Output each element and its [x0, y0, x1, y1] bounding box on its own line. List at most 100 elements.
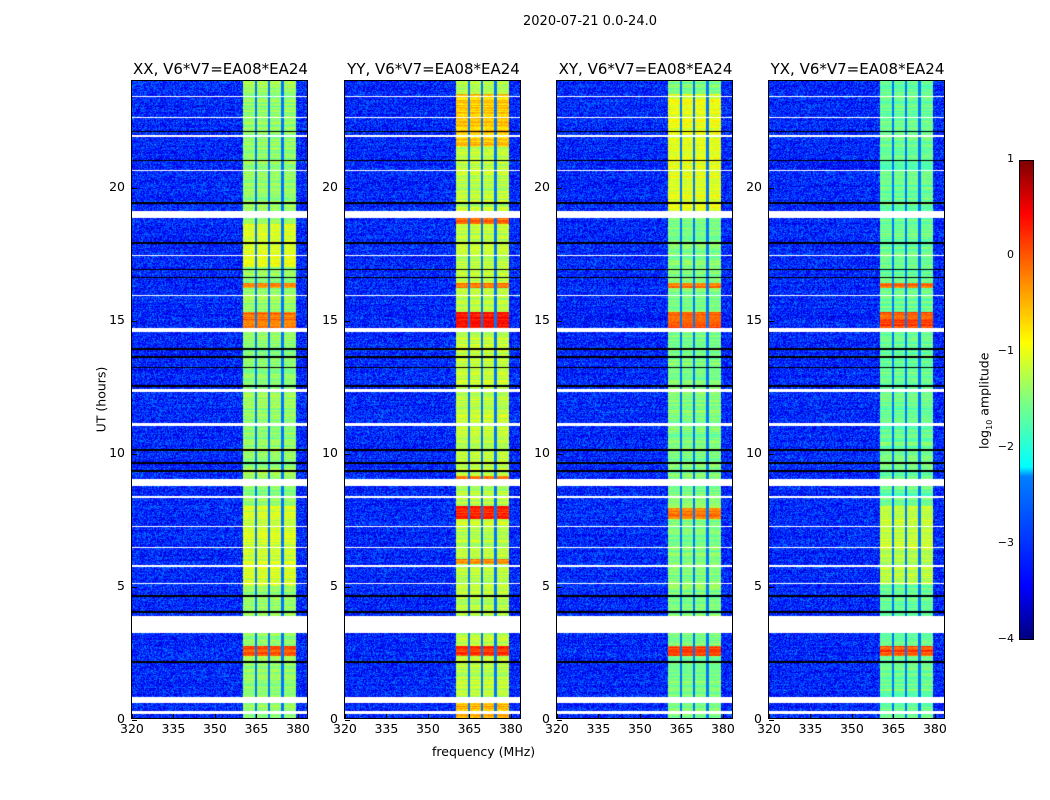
y-tick-label: 10	[746, 444, 762, 460]
y-tick-mark	[132, 720, 137, 721]
x-tick-mark	[297, 714, 299, 719]
x-tick-label: 350	[415, 721, 440, 736]
x-tick-mark	[469, 714, 471, 719]
y-tick-label: 5	[542, 577, 550, 593]
colorbar	[1019, 160, 1034, 640]
heatmap-image	[132, 81, 307, 718]
x-tick-mark	[769, 714, 770, 719]
y-tick-label: 15	[109, 311, 125, 327]
y-tick-mark	[769, 453, 774, 455]
x-tick-mark	[934, 714, 936, 719]
x-tick-label: 380	[922, 721, 947, 736]
x-tick-label: 335	[798, 721, 823, 736]
colorbar-tick-label: 0	[1007, 248, 1014, 261]
spectrogram-panel-3: XY, V6*V7=EA08*EA24 320 335 350 365 380 0 5 10 15…	[534, 60, 735, 736]
y-tick-label: 10	[534, 444, 550, 460]
x-tick-label: 380	[498, 721, 523, 736]
colorbar-tick-label: −2	[997, 440, 1014, 453]
x-tick-mark	[132, 714, 133, 719]
x-tick-label: 365	[244, 721, 269, 736]
y-tick-mark	[557, 187, 562, 189]
x-tick-mark	[639, 714, 641, 719]
y-tick-mark	[345, 453, 350, 455]
colorbar-tick-label: −1	[997, 344, 1014, 357]
panel-title: YX, V6*V7=EA08*EA24	[770, 60, 945, 78]
spectrogram-panel-4: YX, V6*V7=EA08*EA24 320 335 350 365 380 0 5 10 15…	[746, 60, 947, 736]
y-tick-label: 5	[754, 577, 762, 593]
colorbar-tick-label: 1	[1007, 152, 1014, 165]
colorbar-label: log10 amplitude	[976, 341, 994, 461]
y-tick-mark	[345, 320, 350, 322]
y-tick-mark	[557, 586, 562, 588]
x-tick-mark	[256, 714, 258, 719]
x-tick-mark	[810, 714, 812, 719]
y-tick-label: 5	[117, 577, 125, 593]
x-tick-label: 365	[457, 721, 482, 736]
panel-title: YY, V6*V7=EA08*EA24	[347, 60, 520, 78]
x-tick-label: 365	[881, 721, 906, 736]
y-tick-label: 5	[330, 577, 338, 593]
colorbar-tick-label: −3	[997, 536, 1014, 549]
y-tick-mark	[132, 453, 137, 455]
colorbar-label-log: log	[976, 429, 992, 449]
y-tick-mark	[557, 320, 562, 322]
y-tick-mark	[345, 187, 350, 189]
x-tick-label: 335	[161, 721, 186, 736]
y-tick-mark	[132, 586, 137, 588]
x-tick-mark	[851, 714, 853, 719]
x-tick-mark	[893, 714, 895, 719]
panel-title: XY, V6*V7=EA08*EA24	[558, 60, 733, 78]
x-tick-label: 320	[333, 721, 357, 736]
y-tick-mark	[769, 320, 774, 322]
y-tick-mark	[132, 320, 137, 322]
y-tick-label: 15	[534, 311, 550, 327]
y-tick-label: 20	[534, 178, 550, 194]
heatmap-image	[557, 81, 732, 718]
y-tick-mark	[345, 720, 350, 721]
spectrogram-panel-1: XX, V6*V7=EA08*EA24 320 335 350 365 380 0 5 10 15…	[109, 60, 310, 736]
x-tick-label: 365	[669, 721, 694, 736]
x-tick-label: 320	[545, 721, 569, 736]
y-tick-label: 20	[746, 178, 762, 194]
colorbar-tick-label: −4	[997, 632, 1014, 645]
y-tick-mark	[132, 187, 137, 189]
y-tick-label: 10	[322, 444, 338, 460]
y-tick-label: 15	[322, 311, 338, 327]
y-tick-label: 10	[109, 444, 125, 460]
x-tick-mark	[557, 714, 558, 719]
x-tick-label: 380	[285, 721, 310, 736]
x-tick-mark	[681, 714, 683, 719]
x-axis-label: frequency (MHz)	[432, 744, 536, 759]
x-tick-label: 320	[757, 721, 781, 736]
x-tick-label: 335	[374, 721, 399, 736]
y-tick-label: 0	[330, 711, 338, 726]
panel-title: XX, V6*V7=EA08*EA24	[133, 60, 308, 78]
x-tick-label: 335	[586, 721, 611, 736]
y-tick-mark	[557, 453, 562, 455]
y-tick-label: 15	[746, 311, 762, 327]
heatmap-image	[345, 81, 520, 718]
y-tick-mark	[557, 720, 562, 721]
x-tick-label: 320	[120, 721, 144, 736]
y-tick-mark	[769, 586, 774, 588]
x-tick-mark	[598, 714, 600, 719]
x-tick-label: 350	[202, 721, 227, 736]
x-tick-mark	[386, 714, 388, 719]
x-tick-label: 350	[627, 721, 652, 736]
colorbar-label-sub: 10	[984, 419, 994, 430]
y-tick-label: 0	[754, 711, 762, 726]
x-tick-mark	[173, 714, 175, 719]
figure-title: 2020-07-21 0.0-24.0	[523, 14, 657, 29]
y-tick-label: 20	[109, 178, 125, 194]
x-tick-mark	[427, 714, 429, 719]
y-axis-label: UT (hours)	[93, 366, 109, 433]
heatmap-image	[769, 81, 944, 718]
x-tick-label: 350	[839, 721, 864, 736]
y-tick-mark	[769, 187, 774, 189]
spectrogram-panel-2: YY, V6*V7=EA08*EA24 320 335 350 365 380 0 5 10 15…	[322, 60, 523, 736]
y-tick-label: 20	[322, 178, 338, 194]
y-tick-label: 0	[542, 711, 550, 726]
colorbar-label-suffix: amplitude	[976, 352, 992, 420]
x-tick-mark	[722, 714, 724, 719]
y-tick-label: 0	[117, 711, 125, 726]
